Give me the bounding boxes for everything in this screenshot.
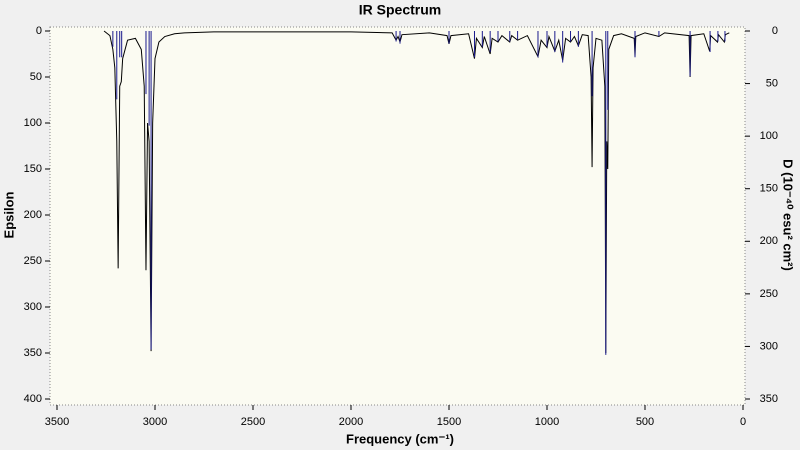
x-tick-label: 3500 bbox=[45, 416, 69, 428]
y2-tick-label: 150 bbox=[760, 183, 778, 195]
y-tick-label: 100 bbox=[24, 117, 42, 129]
x-tick-label: 500 bbox=[636, 416, 654, 428]
y2-tick-label: 300 bbox=[760, 340, 778, 352]
x-tick-label: 2000 bbox=[339, 416, 363, 428]
plot-area bbox=[49, 26, 746, 406]
y2-tick-label: 100 bbox=[760, 130, 778, 142]
y-tick-label: 0 bbox=[36, 25, 42, 37]
y2-tick-label: 200 bbox=[760, 235, 778, 247]
y2-axis-label: D (10⁻⁴⁰ esu² cm²) bbox=[781, 159, 796, 271]
y-tick-label: 400 bbox=[24, 393, 42, 405]
y2-tick-label: 250 bbox=[760, 288, 778, 300]
x-tick-label: 1000 bbox=[535, 416, 559, 428]
y2-tick-label: 0 bbox=[772, 25, 778, 37]
y2-tick-label: 350 bbox=[760, 393, 778, 405]
y-tick-label: 150 bbox=[24, 163, 42, 175]
y-axis-label: Epsilon bbox=[1, 191, 16, 238]
chart-title: IR Spectrum bbox=[359, 2, 441, 18]
y-tick-label: 200 bbox=[24, 209, 42, 221]
y-tick-label: 300 bbox=[24, 301, 42, 313]
x-tick-label: 2500 bbox=[241, 416, 265, 428]
x-tick-label: 3000 bbox=[143, 416, 167, 428]
x-tick-label: 0 bbox=[740, 416, 746, 428]
y-tick-label: 250 bbox=[24, 255, 42, 267]
y-tick-label: 350 bbox=[24, 347, 42, 359]
y2-tick-label: 50 bbox=[766, 77, 778, 89]
x-axis-label: Frequency (cm⁻¹) bbox=[346, 431, 454, 446]
x-tick-label: 1500 bbox=[437, 416, 461, 428]
y-tick-label: 50 bbox=[30, 71, 42, 83]
